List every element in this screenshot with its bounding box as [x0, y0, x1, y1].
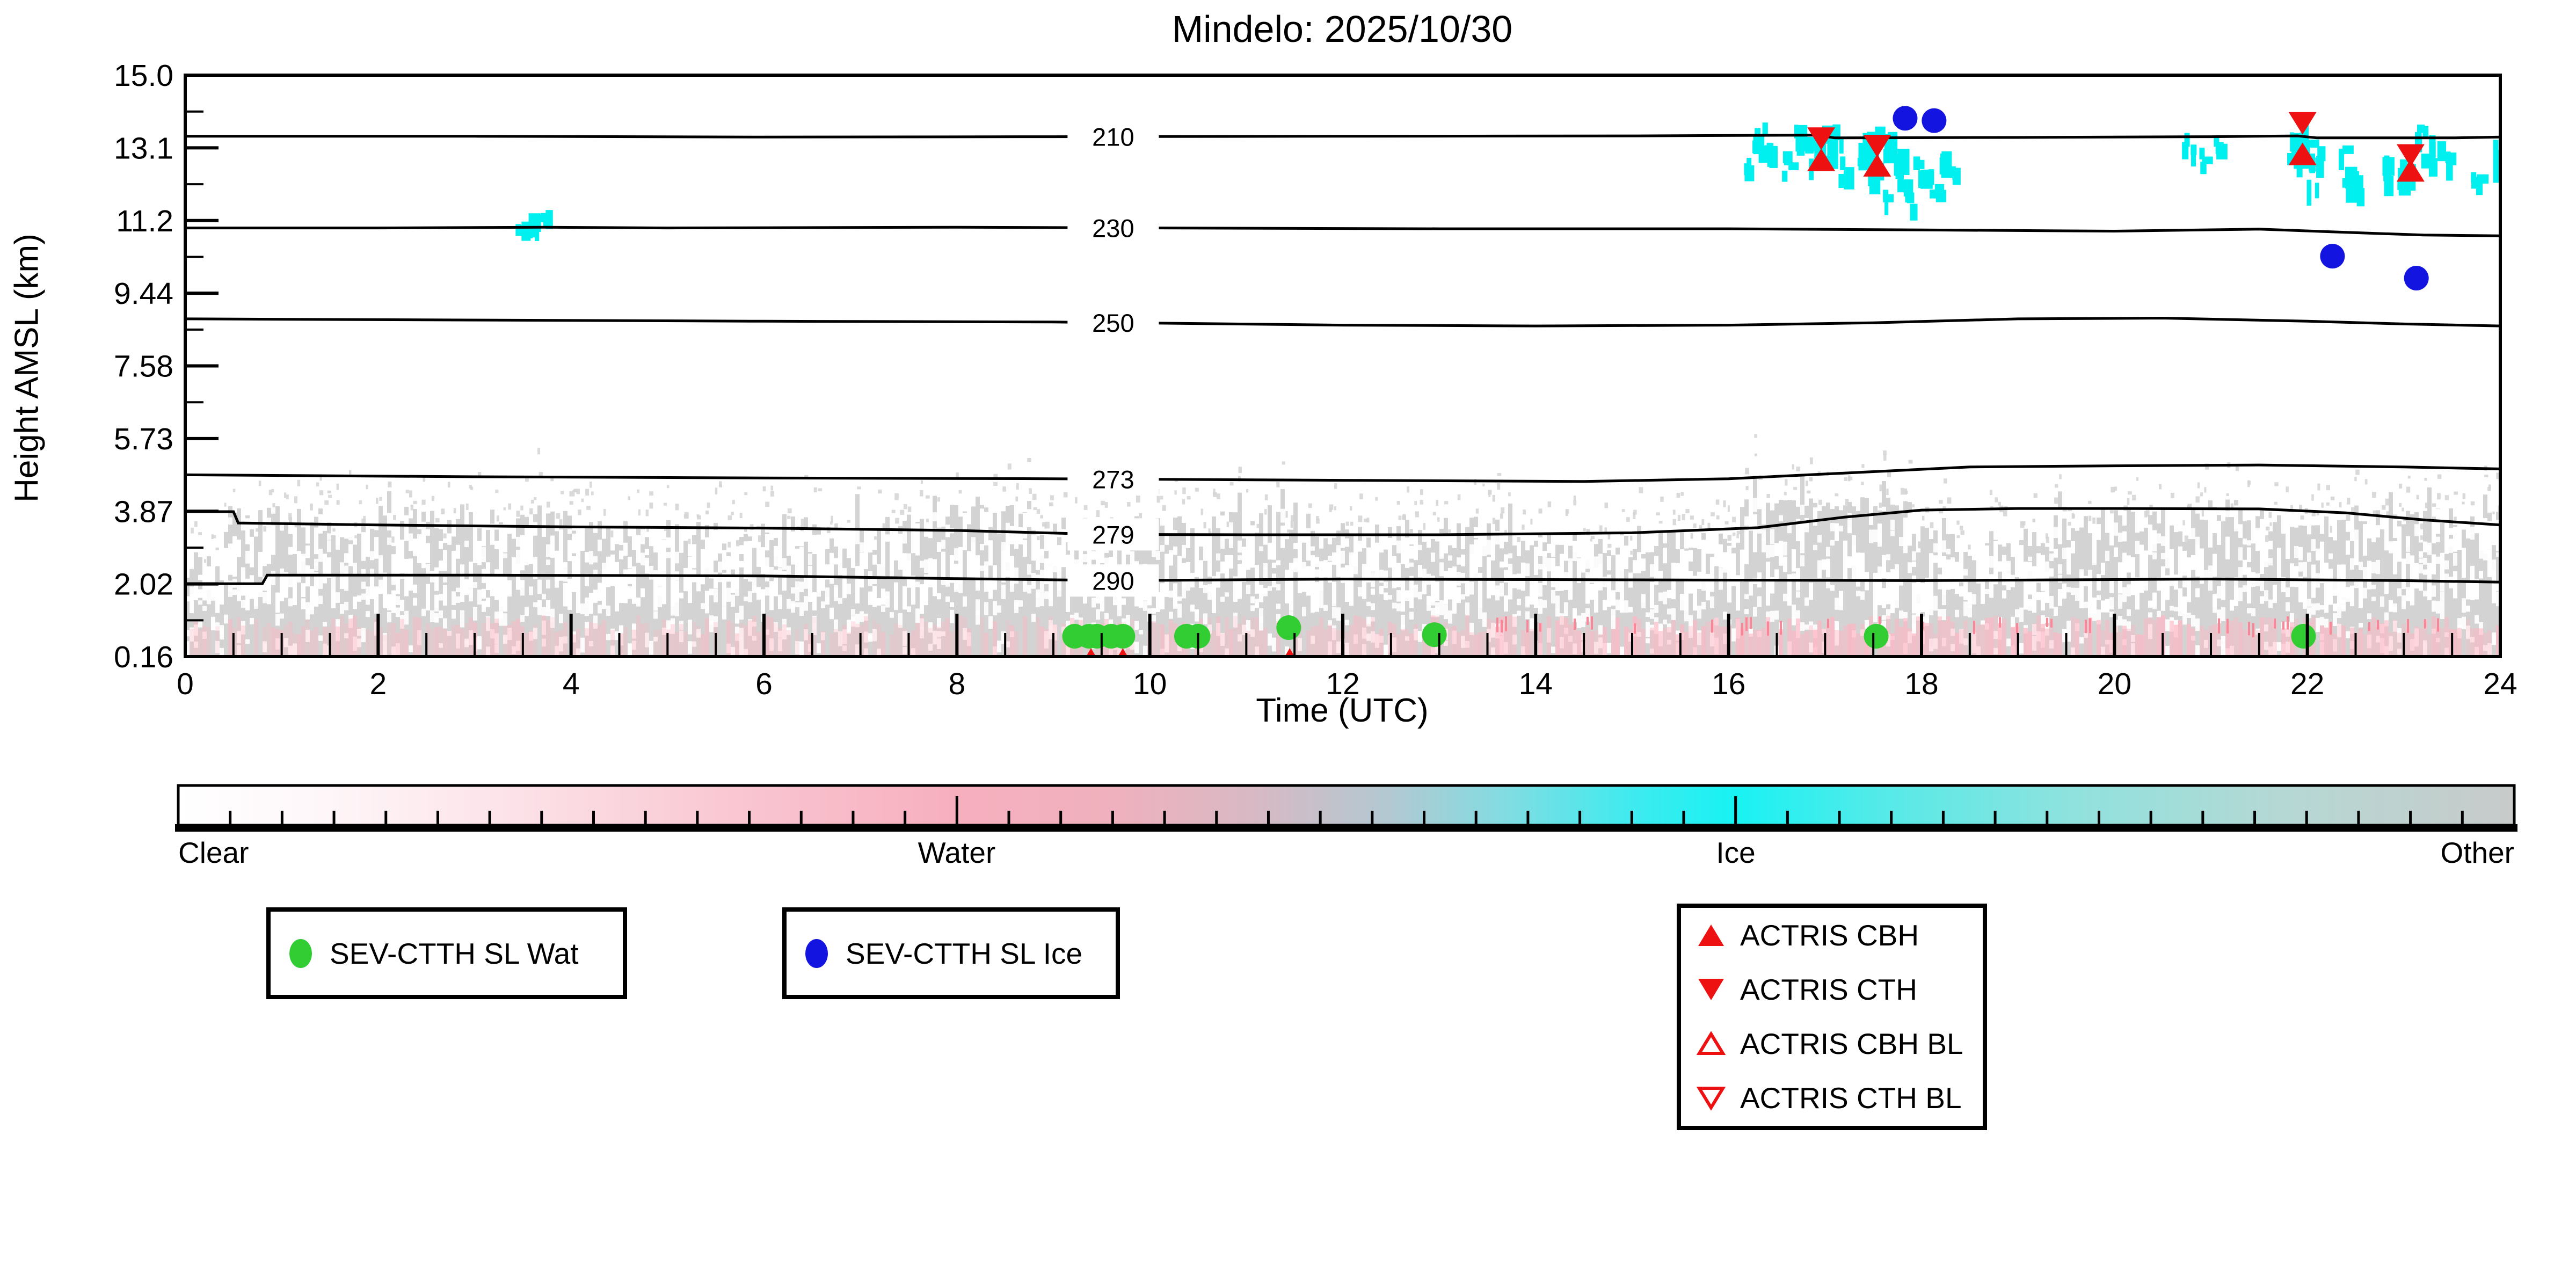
colorbar-label-other: Other: [2440, 836, 2514, 869]
svg-text:0: 0: [177, 667, 194, 701]
legend-actris-cbh-label: ACTRIS CBH: [1740, 919, 1919, 952]
water-circle-icon: [289, 938, 312, 968]
legend-sev-ctth-water: SEV-CTTH SL Wat: [266, 907, 627, 999]
svg-text:22: 22: [2290, 667, 2324, 701]
svg-text:290: 290: [1092, 566, 1134, 595]
svg-text:0.16: 0.16: [114, 640, 173, 674]
svg-text:279: 279: [1092, 520, 1134, 549]
ice-circle-icon: [805, 938, 828, 968]
svg-text:4: 4: [563, 667, 580, 701]
svg-text:7.58: 7.58: [114, 350, 173, 384]
triangle-down-icon: [1698, 979, 1724, 1000]
svg-text:2.02: 2.02: [114, 567, 173, 602]
svg-text:14: 14: [1519, 667, 1553, 701]
svg-text:13.1: 13.1: [114, 131, 173, 165]
svg-text:6: 6: [755, 667, 773, 701]
svg-text:3.87: 3.87: [114, 494, 173, 529]
svg-text:2: 2: [369, 667, 387, 701]
legend-actris-cbh-bl-label: ACTRIS CBH BL: [1740, 1027, 1963, 1060]
triangle-up-open-icon: [1696, 1031, 1726, 1055]
svg-text:12: 12: [1326, 667, 1359, 701]
svg-text:18: 18: [1904, 667, 1938, 701]
legend-sev-ice-label: SEV-CTTH SL Ice: [846, 936, 1083, 970]
svg-text:5.73: 5.73: [114, 422, 173, 456]
svg-text:9.44: 9.44: [114, 276, 173, 311]
chart-title: Mindelo: 2025/10/30: [1171, 8, 1513, 50]
svg-text:230: 230: [1092, 214, 1134, 242]
svg-text:16: 16: [1712, 667, 1745, 701]
svg-text:15.0: 15.0: [114, 59, 173, 93]
colorbar-label-water: Water: [918, 836, 996, 869]
legend-sev-wat-label: SEV-CTTH SL Wat: [330, 936, 579, 970]
legend-actris-cth-bl-label: ACTRIS CTH BL: [1740, 1081, 1962, 1115]
svg-text:24: 24: [2483, 667, 2517, 701]
svg-text:210: 210: [1092, 122, 1134, 151]
colorbar-label-clear: Clear: [178, 836, 249, 869]
svg-text:250: 250: [1092, 309, 1134, 337]
svg-text:20: 20: [2098, 667, 2131, 701]
svg-text:11.2: 11.2: [116, 204, 173, 238]
triangle-down-open-icon: [1696, 1087, 1726, 1111]
triangle-up-icon: [1698, 925, 1724, 946]
legend-actris: ACTRIS CBH ACTRIS CTH ACTRIS CBH BL ACTR…: [1677, 904, 1987, 1130]
y-axis-label: Height AMSL (km): [8, 234, 46, 503]
svg-text:273: 273: [1092, 465, 1134, 493]
legend-sev-ctth-ice: SEV-CTTH SL Ice: [782, 907, 1120, 999]
x-axis-label: Time (UTC): [1256, 692, 1429, 729]
svg-text:10: 10: [1133, 667, 1167, 701]
legend-actris-cth-label: ACTRIS CTH: [1740, 973, 1917, 1006]
svg-text:8: 8: [948, 667, 965, 701]
colorbar-label-ice: Ice: [1716, 836, 1756, 869]
